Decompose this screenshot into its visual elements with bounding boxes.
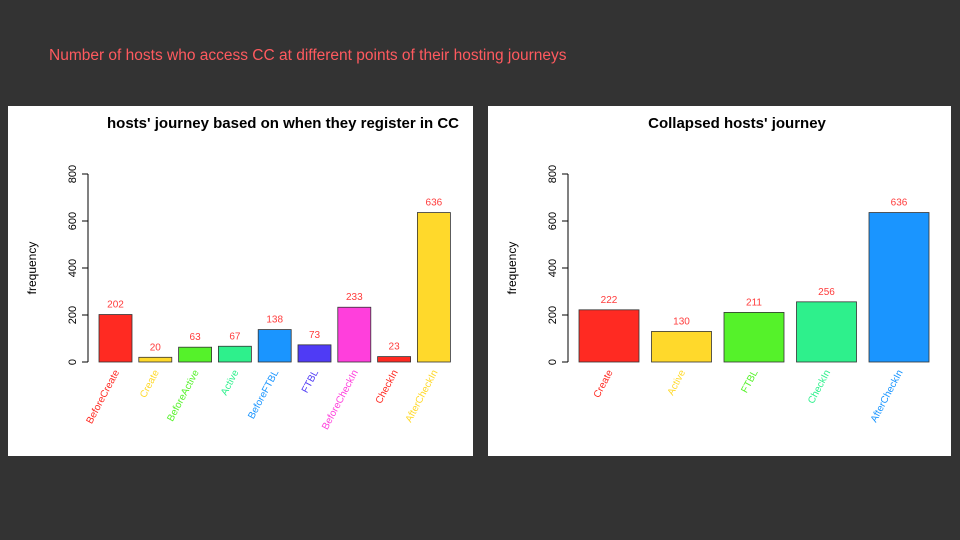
data-label: 73 — [309, 330, 321, 341]
y-tick-label: 200 — [547, 306, 559, 324]
data-label: 67 — [229, 331, 241, 342]
bar-beforecheckin — [337, 306, 372, 363]
y-tick-label: 200 — [67, 306, 79, 324]
chart-panel-collapsed: Collapsed hosts' journey frequency 0 200 400… — [488, 106, 951, 456]
x-category-label: AfterCheckIn — [404, 368, 441, 424]
data-label: 211 — [746, 297, 762, 308]
x-category-label: Create — [138, 368, 162, 400]
data-label: 233 — [346, 292, 363, 303]
data-label: 202 — [107, 300, 124, 311]
data-label: 130 — [673, 316, 690, 327]
y-tick-label: 600 — [547, 212, 559, 230]
bar-chart-collapsed: Collapsed hosts' journey frequency 0 200 400… — [505, 115, 930, 424]
data-label: 636 — [426, 198, 443, 209]
bar-active — [217, 345, 252, 363]
data-label: 138 — [266, 315, 283, 326]
bar-beforeactive — [178, 346, 213, 363]
bar-chart-journey: hosts' journey based on when they regist… — [25, 115, 459, 432]
bar-checkin — [377, 356, 412, 363]
bar-create — [138, 356, 173, 363]
bar-ftbl — [297, 344, 332, 363]
y-axis-label: frequency — [25, 242, 39, 295]
x-category-label: Active — [219, 368, 242, 398]
x-category-label: FTBL — [739, 368, 760, 395]
y-tick-label: 800 — [67, 165, 79, 183]
x-category-label: BeforeFTBL — [246, 368, 281, 421]
bar-create — [578, 309, 640, 363]
data-label: 256 — [818, 287, 835, 298]
data-label: 636 — [891, 198, 908, 209]
data-label: 222 — [601, 295, 618, 306]
x-category-label: BeforeCreate — [85, 368, 123, 426]
bar-checkin — [796, 301, 857, 363]
x-category-label: BeforeCheckIn — [320, 368, 361, 432]
x-category-label: CheckIn — [806, 368, 833, 406]
chart-panel-journey: hosts' journey based on when they regist… — [8, 106, 473, 456]
data-label: 20 — [150, 342, 162, 353]
slide-title: Number of hosts who access CC at differe… — [49, 47, 567, 64]
data-label: 63 — [190, 332, 202, 343]
y-tick-label: 0 — [547, 359, 559, 365]
bar-aftercheckin — [416, 212, 451, 363]
bar-active — [651, 331, 712, 363]
x-category-label: Active — [666, 368, 689, 398]
x-category-label: Create — [592, 368, 616, 400]
bar-beforeftbl — [257, 329, 292, 363]
bar-aftercheckin — [868, 212, 930, 363]
y-tick-label: 400 — [547, 259, 559, 277]
x-category-label: CheckIn — [374, 368, 401, 406]
x-category-label: AfterCheckIn — [869, 368, 906, 424]
data-label: 23 — [389, 342, 401, 353]
y-tick-label: 800 — [547, 165, 559, 183]
y-axis-label: frequency — [505, 242, 519, 295]
y-tick-label: 0 — [67, 359, 79, 365]
y-tick-label: 400 — [67, 259, 79, 277]
bar-beforecreate — [98, 314, 133, 363]
chart-title: Collapsed hosts' journey — [648, 115, 826, 132]
x-category-label: FTBL — [300, 368, 321, 395]
chart-title: hosts' journey based on when they regist… — [107, 115, 459, 132]
x-category-label: BeforeActive — [165, 368, 202, 424]
bar-ftbl — [723, 312, 785, 363]
y-tick-label: 600 — [67, 212, 79, 230]
